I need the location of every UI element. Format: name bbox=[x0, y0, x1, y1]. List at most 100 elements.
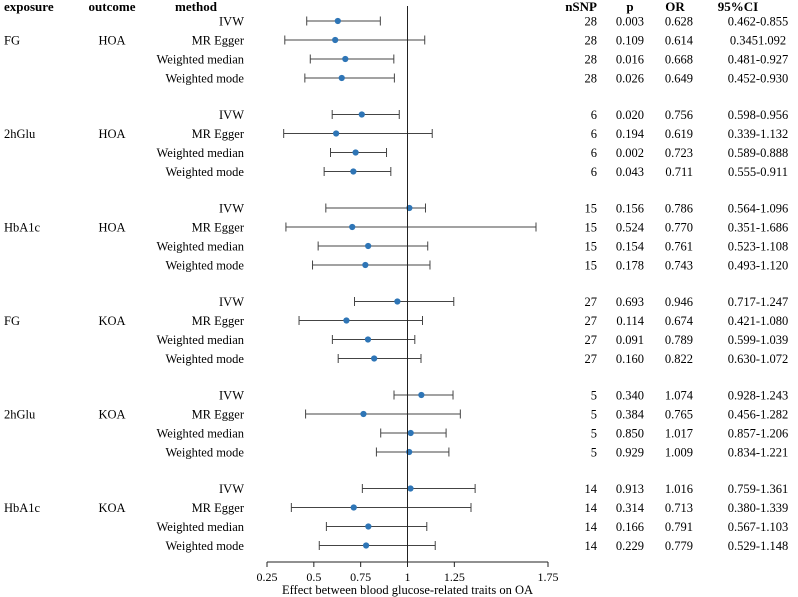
nsnp-value: 15 bbox=[585, 259, 598, 273]
header-nsnp: nSNP bbox=[565, 0, 597, 14]
or-value: 0.723 bbox=[665, 146, 693, 160]
method-label: Weighted mode bbox=[166, 446, 245, 460]
method-label: Weighted median bbox=[156, 146, 244, 160]
method-label: IVW bbox=[219, 15, 244, 29]
x-tick-label: 0.5 bbox=[306, 570, 321, 584]
p-value: 0.913 bbox=[616, 482, 644, 496]
header-method: method bbox=[175, 0, 218, 14]
point-estimate bbox=[365, 242, 372, 250]
p-value: 0.114 bbox=[616, 314, 644, 328]
nsnp-value: 6 bbox=[591, 127, 597, 141]
ci-value: 0.555-0.911 bbox=[728, 165, 788, 179]
p-value: 0.003 bbox=[616, 15, 644, 29]
or-value: 0.713 bbox=[665, 501, 693, 515]
p-value: 0.026 bbox=[616, 72, 644, 86]
method-label: IVW bbox=[219, 389, 244, 403]
outcome-label: HOA bbox=[98, 127, 125, 141]
p-value: 0.178 bbox=[616, 259, 644, 273]
point-estimate bbox=[358, 111, 365, 118]
point-estimate bbox=[333, 130, 340, 137]
method-label: MR Egger bbox=[192, 221, 245, 235]
or-value: 0.674 bbox=[665, 314, 694, 328]
header-outcome: outcome bbox=[89, 0, 136, 14]
or-value: 0.946 bbox=[665, 295, 693, 309]
method-label: Weighted mode bbox=[166, 352, 245, 366]
exposure-label: 2hGlu bbox=[4, 127, 36, 141]
header-p: p bbox=[626, 0, 633, 14]
nsnp-value: 15 bbox=[585, 240, 598, 254]
point-estimate bbox=[350, 168, 357, 175]
method-label: Weighted median bbox=[156, 520, 244, 534]
method-label: MR Egger bbox=[192, 314, 245, 328]
ci-value: 0.564-1.096 bbox=[728, 202, 788, 216]
or-value: 1.009 bbox=[665, 446, 693, 460]
outcome-label: KOA bbox=[98, 501, 125, 515]
point-estimate bbox=[360, 410, 367, 418]
point-estimate bbox=[352, 149, 359, 156]
or-value: 0.619 bbox=[665, 127, 693, 141]
point-estimate bbox=[418, 391, 425, 399]
p-value: 0.314 bbox=[616, 501, 645, 515]
method-label: MR Egger bbox=[192, 34, 245, 48]
or-value: 0.668 bbox=[665, 53, 693, 67]
nsnp-value: 28 bbox=[585, 53, 598, 67]
method-label: Weighted mode bbox=[166, 259, 245, 273]
nsnp-value: 27 bbox=[585, 295, 598, 309]
method-label: Weighted mode bbox=[166, 72, 245, 86]
ci-value: 0.928-1.243 bbox=[728, 389, 788, 403]
or-value: 0.786 bbox=[665, 202, 693, 216]
ci-value: 0.759-1.361 bbox=[728, 482, 788, 496]
ci-value: 0.493-1.120 bbox=[728, 259, 788, 273]
nsnp-value: 14 bbox=[585, 482, 598, 496]
or-value: 0.770 bbox=[665, 221, 693, 235]
outcome-label: HOA bbox=[98, 221, 125, 235]
ci-value: 0.717-1.247 bbox=[728, 295, 788, 309]
nsnp-value: 28 bbox=[585, 34, 598, 48]
nsnp-value: 5 bbox=[591, 427, 597, 441]
ci-value: 0.523-1.108 bbox=[728, 240, 788, 254]
or-value: 0.711 bbox=[665, 165, 693, 179]
ci-value: 0.599-1.039 bbox=[728, 333, 788, 347]
nsnp-value: 28 bbox=[585, 72, 598, 86]
nsnp-value: 6 bbox=[591, 165, 597, 179]
nsnp-value: 5 bbox=[591, 446, 597, 460]
point-estimate bbox=[349, 223, 356, 231]
nsnp-value: 14 bbox=[585, 520, 598, 534]
point-estimate bbox=[362, 542, 370, 549]
nsnp-value: 27 bbox=[585, 333, 598, 347]
ci-value: 0.630-1.072 bbox=[728, 352, 788, 366]
exposure-label: HbA1c bbox=[4, 501, 41, 515]
nsnp-value: 5 bbox=[591, 389, 597, 403]
exposure-label: 2hGlu bbox=[4, 408, 36, 422]
method-label: Weighted median bbox=[156, 53, 244, 67]
p-value: 0.020 bbox=[616, 108, 644, 122]
method-label: IVW bbox=[219, 295, 244, 309]
ci-value: 0.481-0.927 bbox=[728, 53, 788, 67]
nsnp-value: 6 bbox=[591, 108, 597, 122]
ci-value: 0.834-1.221 bbox=[728, 446, 788, 460]
header-ci: 95%CI bbox=[718, 0, 758, 14]
ci-value: 0.857-1.206 bbox=[728, 427, 788, 441]
point-estimate bbox=[365, 523, 372, 530]
method-label: Weighted mode bbox=[166, 165, 245, 179]
nsnp-value: 15 bbox=[585, 202, 598, 216]
nsnp-value: 5 bbox=[591, 408, 597, 422]
or-value: 0.765 bbox=[665, 408, 693, 422]
point-estimate bbox=[350, 504, 357, 511]
or-value: 1.074 bbox=[665, 389, 694, 403]
or-value: 0.614 bbox=[665, 34, 694, 48]
ci-value: 0.380-1.339 bbox=[728, 501, 788, 515]
ci-value: 0.529-1.148 bbox=[728, 539, 788, 553]
point-estimate bbox=[407, 429, 414, 437]
outcome-label: KOA bbox=[98, 314, 125, 328]
ci-value: 0.567-1.103 bbox=[728, 520, 788, 534]
or-value: 1.016 bbox=[665, 482, 693, 496]
or-value: 0.743 bbox=[665, 259, 693, 273]
x-tick-label: 1.25 bbox=[444, 570, 465, 584]
point-estimate bbox=[371, 355, 378, 362]
p-value: 0.166 bbox=[616, 520, 644, 534]
nsnp-value: 27 bbox=[585, 314, 598, 328]
p-value: 0.043 bbox=[616, 165, 644, 179]
nsnp-value: 6 bbox=[591, 146, 597, 160]
p-value: 0.160 bbox=[616, 352, 644, 366]
